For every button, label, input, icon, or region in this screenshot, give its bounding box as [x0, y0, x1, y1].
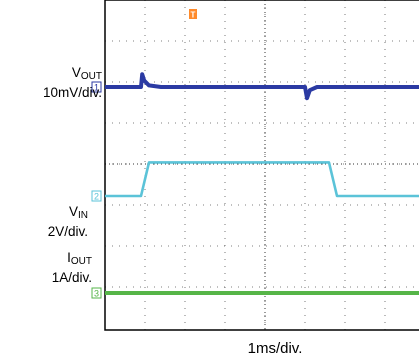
trace-vin: [105, 162, 419, 196]
iout-name-sub: OUT: [71, 256, 92, 267]
vout-scale: 10mV/div.: [43, 85, 102, 100]
iout-label: IOUT 1A/div.: [20, 250, 92, 286]
vin-label: VIN 2V/div.: [20, 204, 88, 240]
traces: [105, 74, 419, 293]
x-axis-label: 1ms/div.: [215, 340, 335, 357]
plot-grid: [105, 0, 419, 330]
channel-marker-number: 3: [94, 289, 99, 299]
channel-marker-number: 2: [94, 192, 99, 202]
vout-name-sub: OUT: [81, 71, 102, 82]
plot-frame: [105, 0, 419, 330]
vout-label: VOUT 10mV/div.: [20, 65, 102, 101]
trace-vout: [105, 74, 419, 98]
vin-name-sub: IN: [78, 210, 88, 221]
vin-scale: 2V/div.: [48, 224, 88, 239]
trigger-marker-text: T: [191, 11, 196, 20]
vout-name-main: V: [72, 65, 81, 80]
vin-name-main: V: [69, 204, 78, 219]
iout-scale: 1A/div.: [52, 270, 92, 285]
